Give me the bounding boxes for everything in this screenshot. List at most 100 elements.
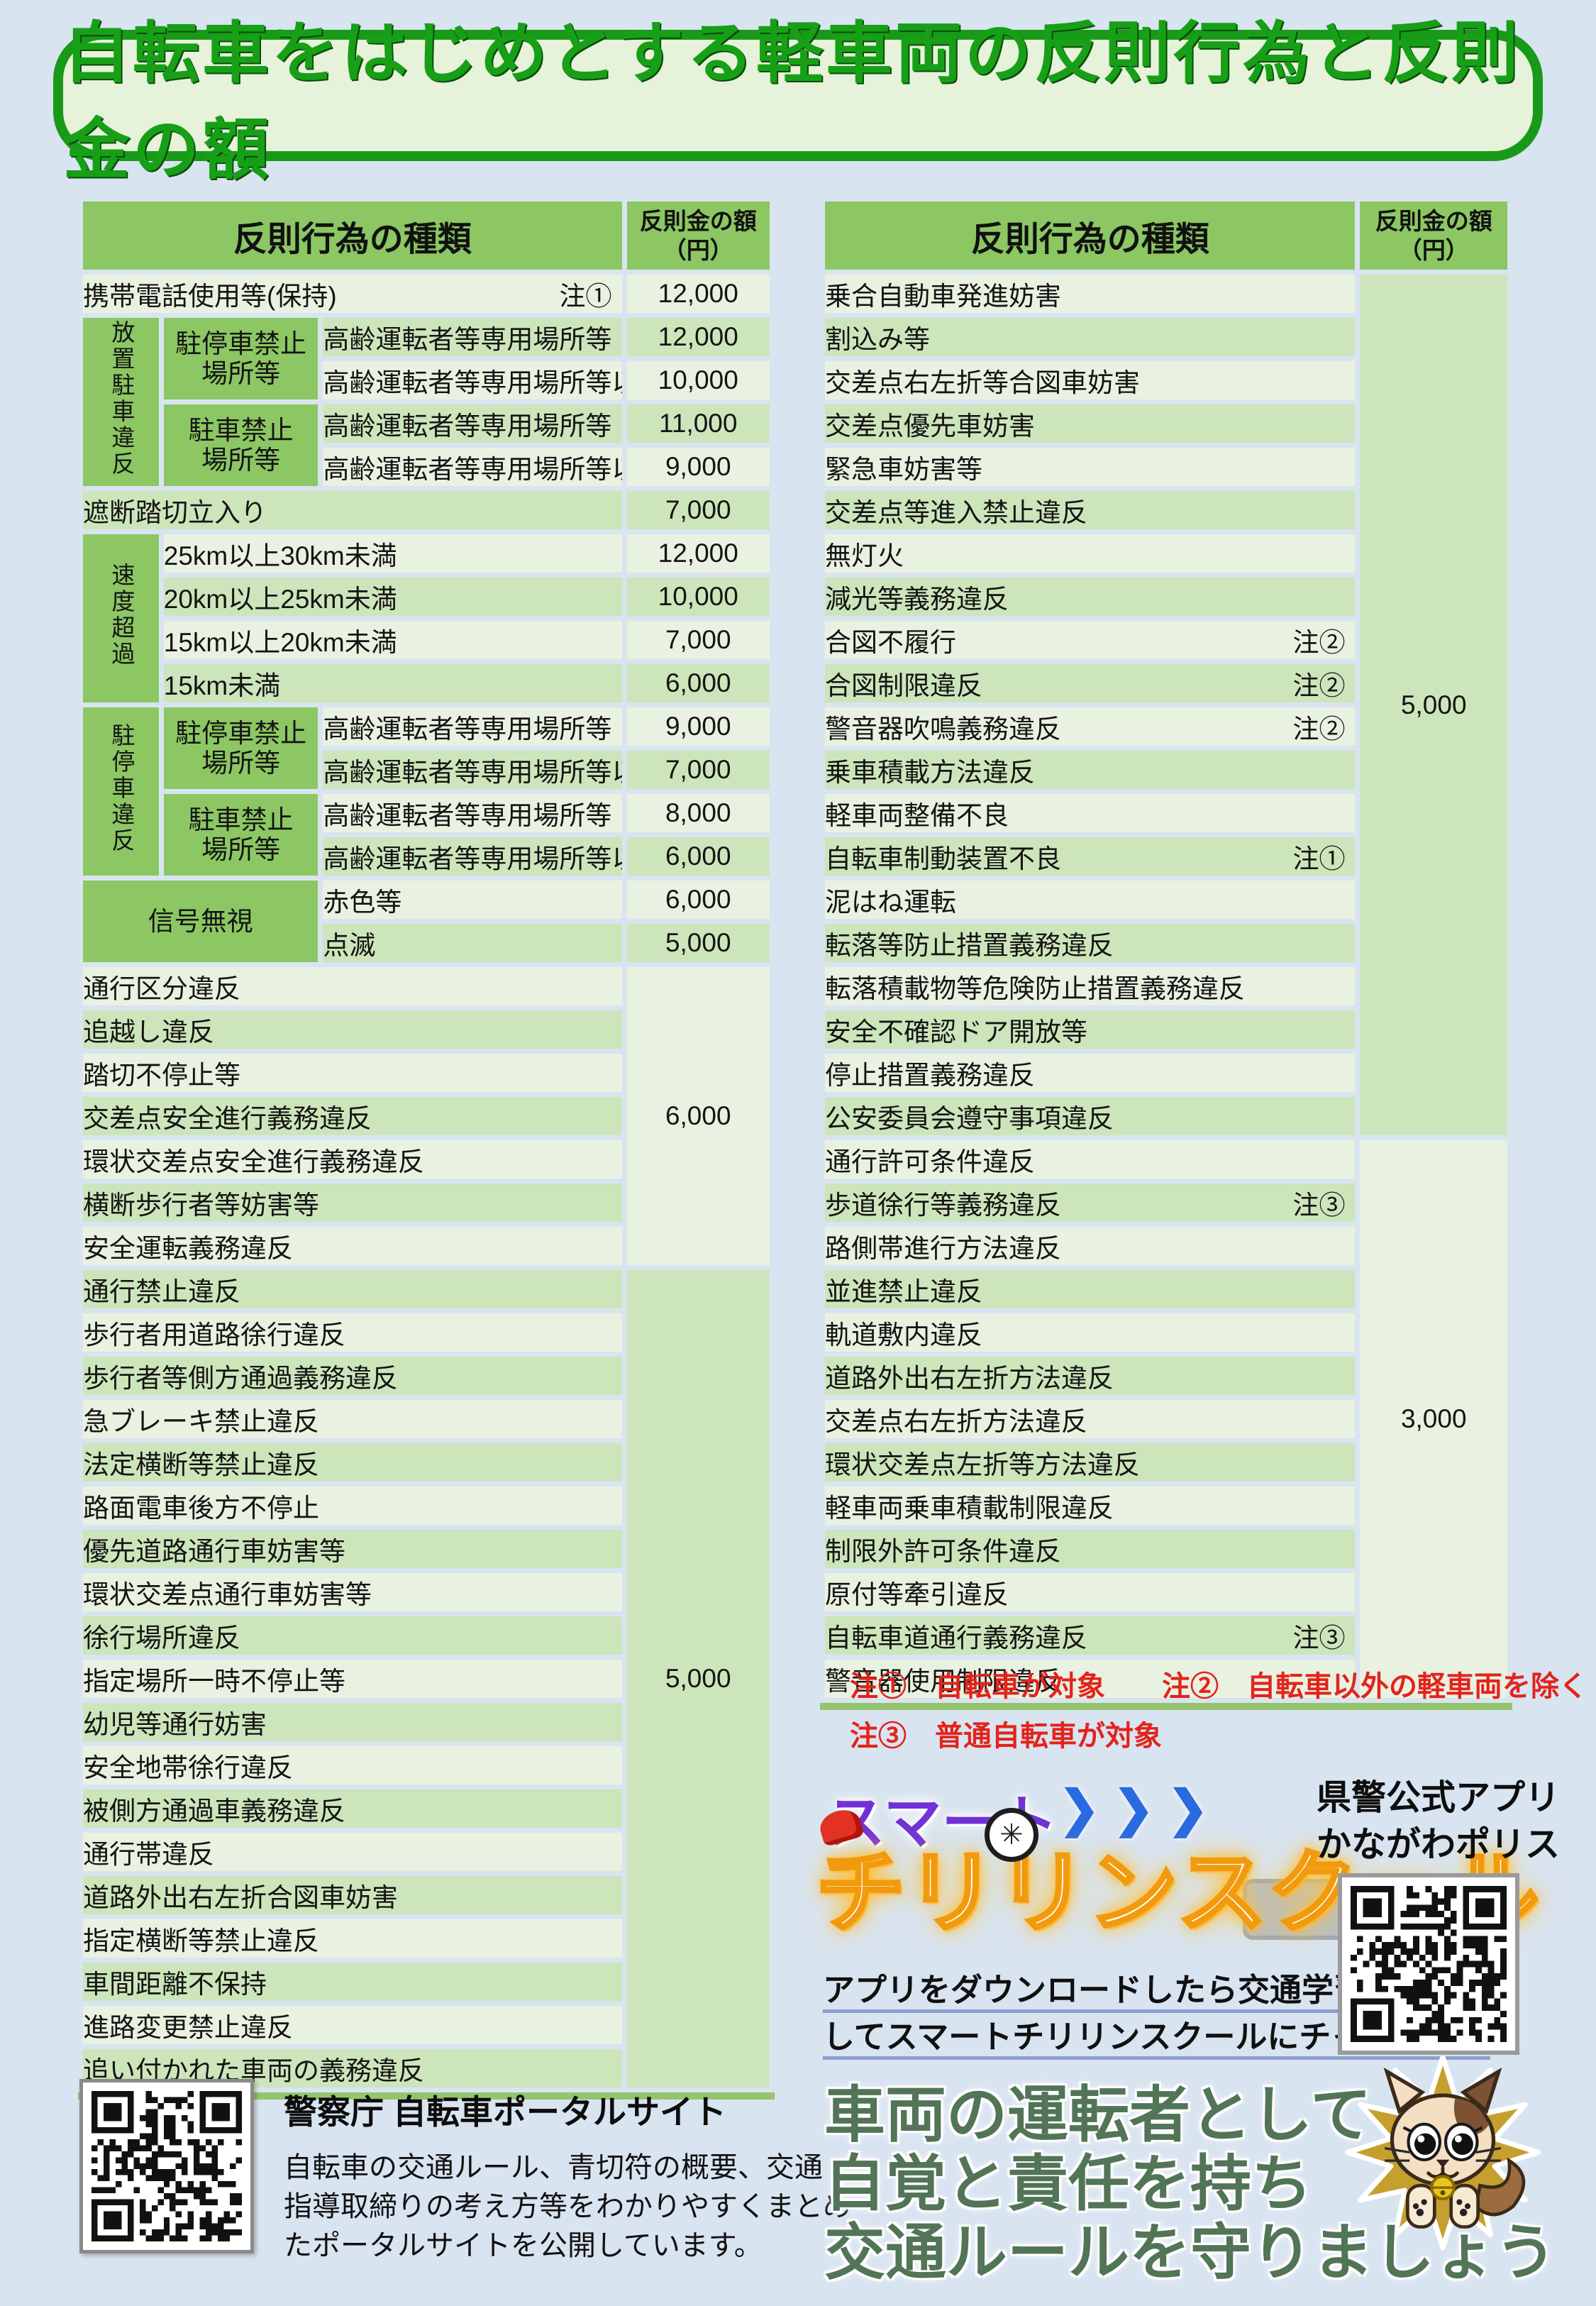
fee-amount-cell: 9,000: [626, 448, 770, 486]
violation-name-cell: 指定場所一時不停止等: [83, 1660, 622, 1698]
violation-name-cell: 公安委員会遵守事項違反: [825, 1097, 1356, 1135]
fee-amount-cell: 7,000: [626, 621, 770, 659]
violation-name-cell: 道路外出右左折合図車妨害: [83, 1876, 622, 1914]
violation-name-cell: 歩行者用道路徐行違反: [83, 1313, 622, 1352]
group-label-cell: 速度超過: [83, 534, 159, 702]
group-label-cell: 信号無視: [83, 881, 318, 962]
portal-site-description: 自転車の交通ルール、青切符の概要、交通 指導取締りの考え方等をわかりやすくまとめ…: [284, 2148, 851, 2266]
violation-name-cell: 交差点優先車妨害: [825, 404, 1356, 443]
column-header-violation-kind: 反則行為の種類: [83, 202, 622, 270]
group-label-cell: 駐車禁止 場所等: [163, 404, 318, 486]
portal-qr-code: [79, 2079, 254, 2253]
fee-amount-cell: 5,000: [1360, 275, 1507, 1135]
app-label-line: かながわポリス: [1317, 1825, 1561, 1864]
violation-name-cell: 交差点右左折方法違反: [825, 1400, 1356, 1438]
violation-name-cell: 警音器使用制限違反: [825, 1660, 1356, 1698]
violation-name-cell: 合図制限違反 注②: [825, 664, 1356, 702]
safety-slogan: 車両の運転者として 自覚と責任を持ち 交通ルールを守りましょう: [824, 2080, 1556, 2287]
violation-name-cell: 乗車積載方法違反: [825, 751, 1356, 789]
violation-name-cell: 幼児等通行妨害: [83, 1703, 622, 1741]
violation-name-cell: 高齢運転者等専用場所等: [323, 404, 622, 443]
app-qr-code: [1338, 1873, 1519, 2055]
violation-name-cell: 安全地帯徐行違反: [83, 1746, 622, 1784]
violation-name-cell: 法定横断等禁止違反: [83, 1443, 622, 1482]
violation-name-cell: 15km未満: [163, 664, 622, 702]
fee-amount-cell: 6,000: [626, 881, 770, 919]
group-label-cell: 駐停車禁止 場所等: [163, 707, 318, 789]
fee-amount-cell: 11,000: [626, 404, 770, 443]
violation-name-cell: 道路外出右左折方法違反: [825, 1357, 1356, 1395]
note-reference: 注③: [1292, 1623, 1346, 1653]
violation-name-cell: 高齢運転者等専用場所等以外: [323, 837, 622, 876]
violation-name-cell: 遮断踏切立入り: [83, 491, 622, 529]
violation-name-cell: 被側方通過車義務違反: [83, 1789, 622, 1828]
note-reference: 注②: [1292, 628, 1346, 657]
fee-amount-cell: 7,000: [626, 491, 770, 529]
violation-name-cell: 制限外許可条件違反: [825, 1530, 1356, 1568]
violation-name-cell: 通行禁止違反: [83, 1270, 622, 1308]
violation-name-cell: 環状交差点安全進行義務違反: [83, 1140, 622, 1179]
violation-name-cell: 携帯電話使用等(保持) 注①: [83, 275, 622, 313]
violation-name-cell: 交差点右左折等合図車妨害: [825, 361, 1356, 399]
column-header-fee: 反則金の額 （円）: [1360, 202, 1507, 270]
violation-name-cell: 高齢運転者等専用場所等: [323, 318, 622, 356]
column-header-fee: 反則金の額 （円）: [626, 202, 770, 270]
fee-amount-cell: 10,000: [626, 361, 770, 399]
violation-name-cell: 安全運転義務違反: [83, 1227, 622, 1265]
violation-name-cell: 自転車道通行義務違反 注③: [825, 1616, 1356, 1655]
violation-name-cell: 合図不履行 注②: [825, 621, 1356, 659]
group-label-cell: 駐停車禁止 場所等: [163, 318, 318, 399]
title-banner: 自転車をはじめとする軽車両の反則行為と反則金の額: [53, 16, 1543, 187]
violation-name-cell: 進路変更禁止違反: [83, 2006, 622, 2044]
violation-name-cell: 泥はね運転: [825, 881, 1356, 919]
violation-name-cell: 通行許可条件違反: [825, 1140, 1356, 1179]
fee-amount-cell: 10,000: [626, 578, 770, 616]
violation-name-cell: 減光等義務違反: [825, 578, 1356, 616]
police-cat-mascot-icon: [1345, 2056, 1541, 2251]
smartphone-icon: [1243, 1879, 1355, 1940]
violation-name-cell: 高齢運転者等専用場所等: [323, 707, 622, 746]
violation-name-cell: 安全不確認ドア開放等: [825, 1010, 1356, 1049]
violation-name-cell: 高齢運転者等専用場所等以外: [323, 448, 622, 486]
note-reference: 注①: [559, 282, 612, 311]
slogan-line: 自覚と責任を持ち: [824, 2148, 1312, 2219]
violation-name-cell: 転落等防止措置義務違反: [825, 924, 1356, 962]
group-label-cell: 放置駐車違反: [83, 318, 159, 486]
violation-name-cell: 点滅: [323, 924, 622, 962]
fee-amount-cell: 7,000: [626, 751, 770, 789]
violation-name-cell: 転落積載物等危険防止措置義務違反: [825, 967, 1356, 1005]
app-label-line: 県警公式アプリ: [1317, 1779, 1561, 1817]
qr-code-icon: [1351, 1886, 1507, 2042]
slogan-line: 交通ルールを守りましょう: [824, 2217, 1556, 2288]
note-reference: 注②: [1292, 715, 1346, 744]
slogan-line: 車両の運転者として: [824, 2079, 1372, 2151]
fee-amount-cell: 5,000: [626, 1270, 770, 2087]
violation-name-cell: 通行区分違反: [83, 967, 622, 1005]
violation-name-cell: 原付等牽引違反: [825, 1573, 1356, 1611]
footnote-line: 注① 自転車が対象 注② 自転車以外の軽車両を除く: [850, 1671, 1587, 1702]
violation-name-cell: 15km以上20km未満: [163, 621, 622, 659]
violation-name-cell: 路側帯進行方法違反: [825, 1227, 1356, 1265]
portal-description-line: 自転車の交通ルール、青切符の概要、交通: [284, 2152, 823, 2183]
portal-site-title: 警察庁 自転車ポータルサイト: [284, 2093, 727, 2131]
violation-name-cell: 高齢運転者等専用場所等: [323, 794, 622, 832]
chevron-arrows-icon: ❯❯❯: [1058, 1781, 1221, 1836]
violation-name-cell: 急ブレーキ禁止違反: [83, 1400, 622, 1438]
violation-name-cell: 横断歩行者等妨害等: [83, 1184, 622, 1222]
violation-name-cell: 歩道徐行等義務違反 注③: [825, 1184, 1356, 1222]
violation-name-cell: 通行帯違反: [83, 1833, 622, 1871]
police-app-label: 県警公式アプリ かながわポリス: [1317, 1775, 1560, 1868]
footnotes: 注① 自転車が対象 注② 自転車以外の軽車両を除く 注③ 普通自転車が対象: [850, 1662, 1587, 1761]
violation-name-cell: 徐行場所違反: [83, 1616, 622, 1655]
violation-name-cell: 20km以上25km未満: [163, 578, 622, 616]
note-reference: 注②: [1292, 671, 1346, 700]
violation-name-cell: 軽車両整備不良: [825, 794, 1356, 832]
violation-name-cell: 車間距離不保持: [83, 1963, 622, 2001]
footnote-line: 注③ 普通自転車が対象: [850, 1721, 1162, 1752]
left-violation-table: 反則行為の種類 反則金の額 （円） 携帯電話使用等(保持) 注① 12,000 放置駐車違反…: [78, 197, 775, 2100]
fee-amount-cell: 12,000: [626, 318, 770, 356]
bicycle-wheel-icon: ✳: [985, 1808, 1038, 1862]
violation-name-cell: 警音器吹鳴義務違反 注②: [825, 707, 1356, 746]
fee-amount-cell: 6,000: [626, 664, 770, 702]
